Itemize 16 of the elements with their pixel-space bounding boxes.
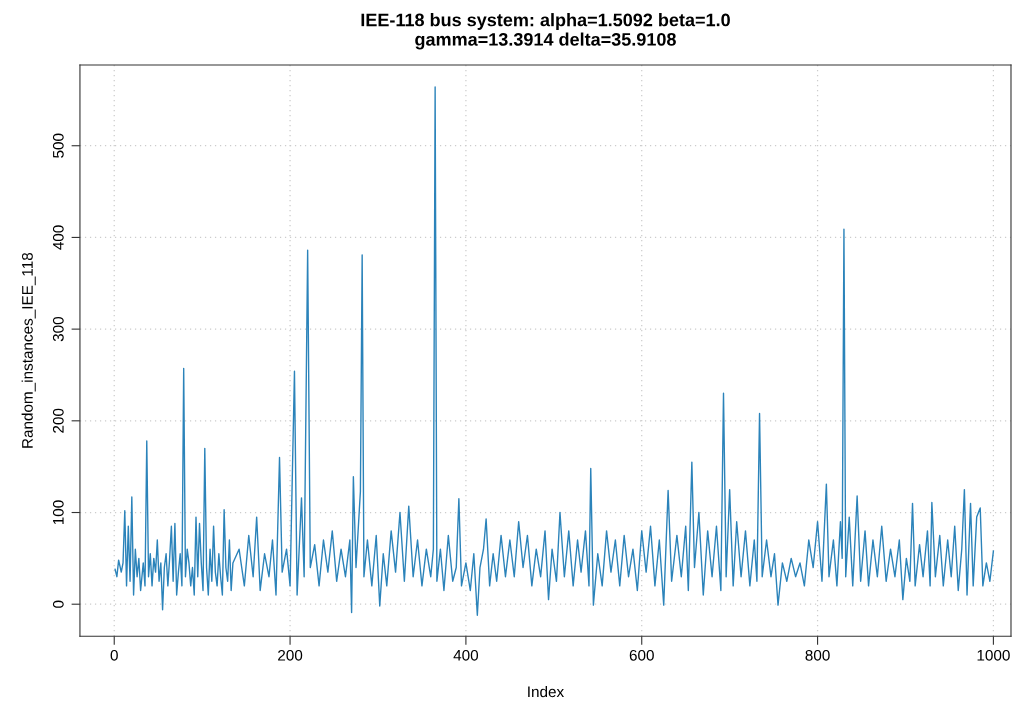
x-tick-label: 200 bbox=[278, 649, 303, 661]
y-tick-label: 500 bbox=[52, 133, 64, 158]
chart-title: IEE-118 bus system: alpha=1.5092 beta=1.0 gamma=13.3914 delta=35.9108 bbox=[361, 13, 730, 50]
x-tick-label: 0 bbox=[110, 649, 118, 661]
x-axis-title: Index bbox=[528, 685, 564, 698]
y-tick-label: 400 bbox=[52, 225, 64, 250]
y-tick-label: 300 bbox=[52, 316, 64, 342]
x-tick-label: 800 bbox=[805, 649, 830, 661]
line-series bbox=[114, 86, 995, 616]
x-tick-label: 400 bbox=[453, 649, 479, 661]
y-axis-title: Random_instances_IEE_118 bbox=[21, 252, 36, 448]
y-tick-label: 200 bbox=[52, 408, 64, 433]
x-tick-label: 1000 bbox=[977, 649, 1010, 661]
y-tick-label: 0 bbox=[52, 600, 64, 608]
x-tick-label: 600 bbox=[629, 649, 654, 661]
y-tick-label: 100 bbox=[52, 500, 64, 525]
